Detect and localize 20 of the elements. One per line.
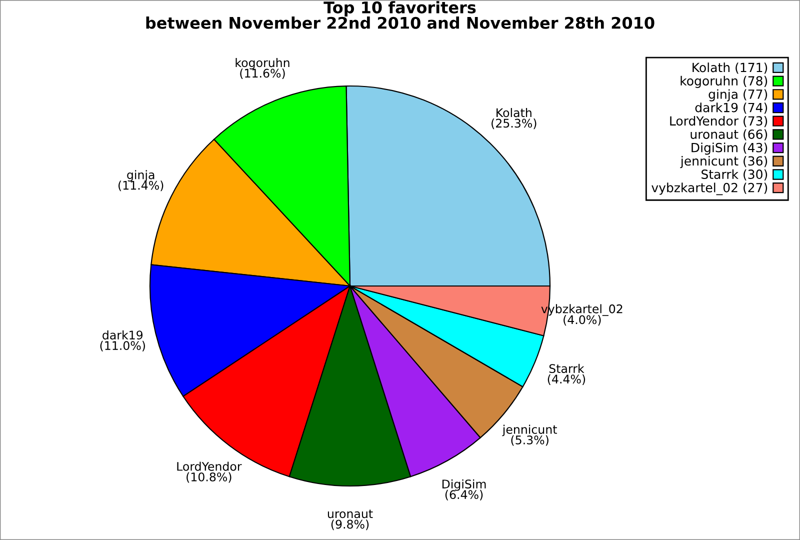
legend-label: DigiSim (43) [692,142,768,155]
data-label: DigiSim (6.4%) [442,479,486,500]
legend-label: Starrk (30) [702,169,768,180]
data-label: kogoruhn (11.6%) [236,58,290,80]
data-label: uronaut (9.8%) [328,510,373,530]
legend-label: vybzkartel_02 (27) [652,182,768,196]
data-label: Starrk (4.4%) [548,364,586,385]
data-label: Kolath (25.3%) [492,108,536,130]
legend-label: LordYendor (73) [670,116,768,128]
data-label: LordYendor (10.8%) [177,462,242,483]
data-label: ginja (11.4%) [118,170,164,192]
legend-label: kogoruhn (78) [680,76,768,88]
data-label: jennicunt (5.3%) [502,424,557,446]
legend-label: Kolath (171) [692,62,768,74]
legend-label: uronaut (66) [690,129,768,140]
legend-label: jennicunt (36) [680,156,768,168]
data-label: dark19 (11.0%) [100,330,145,352]
legend-label: ginja (77) [708,89,768,102]
chart-title: Top 10 favoriters between November 22nd 2010 and November 28th 2010 [146,1,654,29]
legend-label: dark19 (74) [695,102,768,114]
